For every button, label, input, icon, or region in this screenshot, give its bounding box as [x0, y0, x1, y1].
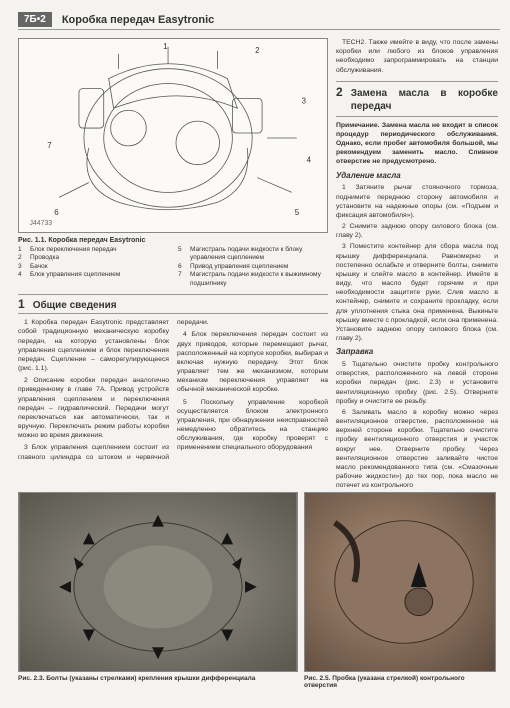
- s1-p1: 1 Коробка передач Easytronic представляе…: [18, 318, 169, 373]
- figure-2-5-caption: Рис. 2.5. Пробка (указана стрелкой) конт…: [304, 675, 496, 689]
- figure-code: J44733: [29, 220, 52, 227]
- chapter-title: Коробка передач Easytronic: [62, 14, 214, 26]
- bottom-right-block: Рис. 2.5. Пробка (указана стрелкой) конт…: [304, 492, 496, 689]
- drain-p2: 2 Снимите заднюю опору силового блока (с…: [336, 222, 498, 240]
- right-column-body: TECH2. Также имейте в виду, что после за…: [336, 38, 498, 490]
- figure-2-5-photo: [304, 492, 496, 672]
- gearbox-drawing: 1 2 3 4 5 6 7 J44733: [19, 39, 327, 232]
- s1-p2: 2 Описание коробки передач аналогично пр…: [18, 376, 169, 440]
- left-column: 1 2 3 4 5 6 7 J44733 Рис. 1.1. Коробка п…: [18, 38, 328, 492]
- section-2-header: 2 Замена масла в коробке передач: [336, 81, 498, 117]
- figure-2-3-photo: [18, 492, 298, 672]
- callout-2: 2: [255, 46, 259, 55]
- section-1-header: 1 Общие сведения: [18, 294, 328, 314]
- bottom-figures-row: Рис. 2.3. Болты (указаны стрелками) креп…: [18, 492, 500, 689]
- callout-5: 5: [295, 208, 300, 217]
- callout-4: 4: [307, 156, 312, 165]
- section-1-title: Общие сведения: [33, 300, 117, 311]
- callout-3: 3: [302, 96, 307, 105]
- callout-7: 7: [47, 141, 51, 150]
- s1-p4: 4 Блок переключения передач состоит из д…: [177, 330, 328, 394]
- right-column: TECH2. Также имейте в виду, что после за…: [336, 38, 498, 492]
- section-2-note: Примечание. Замена масла не входит в спи…: [336, 121, 498, 167]
- page-header: 7Б•2 Коробка передач Easytronic: [18, 12, 500, 30]
- main-content: 1 2 3 4 5 6 7 J44733 Рис. 1.1. Коробка п…: [18, 38, 500, 492]
- fill-p5: 5 Тщательно очистите пробку контрольного…: [336, 360, 498, 406]
- section-1-body: 1 Коробка передач Easytronic представляе…: [18, 318, 328, 462]
- callout-1: 1: [163, 42, 168, 51]
- figure-1-legend: 1Блок переключения передач 2Проводка 3Ба…: [18, 246, 328, 288]
- fill-p6: 6 Заливать масло в коробку можно через в…: [336, 408, 498, 491]
- figure-2-3-caption: Рис. 2.3. Болты (указаны стрелками) креп…: [18, 675, 298, 682]
- figure-1-diagram: 1 2 3 4 5 6 7 J44733: [18, 38, 328, 233]
- drain-heading: Удаление масла: [336, 171, 498, 182]
- callout-6: 6: [54, 208, 59, 217]
- section-2-title: Замена масла в коробке передач: [351, 87, 498, 114]
- legend-col-left: 1Блок переключения передач 2Проводка 3Ба…: [18, 246, 168, 288]
- figure-1-caption: Рис. 1.1. Коробка передач Easytronic: [18, 237, 328, 244]
- plug-photo: [305, 493, 495, 671]
- bottom-left-block: Рис. 2.3. Болты (указаны стрелками) креп…: [18, 492, 298, 689]
- page-number-badge: 7Б•2: [18, 12, 52, 27]
- section-1-num: 1: [18, 297, 25, 311]
- s1-p5: 5 Поскольку управление коробкой осуществ…: [177, 398, 328, 453]
- page-root: 7Б•2 Коробка передач Easytronic: [0, 0, 510, 697]
- right-top-text: TECH2. Также имейте в виду, что после за…: [336, 38, 498, 75]
- diff-cover-photo: [19, 493, 297, 671]
- fill-heading: Заправка: [336, 347, 498, 358]
- drain-p1: 1 Затяните рычаг стояночного тормоза, по…: [336, 183, 498, 220]
- drain-p3: 3 Поместите контейнер для сбора масла по…: [336, 242, 498, 343]
- legend-col-right: 5Магистраль подачи жидкости к блоку упра…: [178, 246, 328, 288]
- section-2-num: 2: [336, 84, 343, 100]
